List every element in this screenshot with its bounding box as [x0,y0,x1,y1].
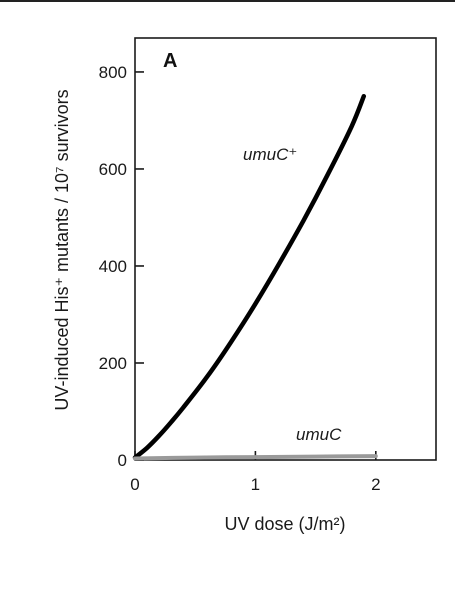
y-tick-label: 600 [99,160,127,179]
y-axis-ticks: 0 200 400 600 800 [99,63,144,470]
y-tick-label: 200 [99,354,127,373]
y-tick-label: 400 [99,257,127,276]
top-border-line [0,0,455,2]
x-tick-label: 1 [251,475,260,494]
y-axis-title: UV-induced His⁺ mutants / 10⁷ survivors [52,89,72,410]
x-tick-label: 2 [371,475,380,494]
series-line-umuc [133,454,378,461]
y-tick-label: 0 [118,451,127,470]
x-axis-title: UV dose (J/m²) [224,514,345,534]
series-label-umuc: umuC [296,425,342,444]
series-layer [132,93,378,461]
series-line-umuc-plus [132,93,367,460]
y-tick-label: 800 [99,63,127,82]
panel-letter: A [163,50,177,72]
series-label-umuc-plus: umuC⁺ [243,145,297,164]
x-tick-label: 0 [130,475,139,494]
plot-frame [134,37,437,461]
